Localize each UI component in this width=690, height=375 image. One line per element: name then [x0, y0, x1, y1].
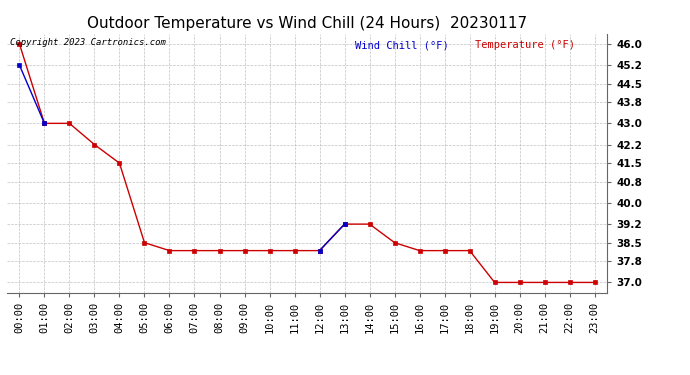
Text: Wind Chill (°F): Wind Chill (°F): [355, 40, 448, 50]
Text: Copyright 2023 Cartronics.com: Copyright 2023 Cartronics.com: [10, 38, 166, 46]
Text: Temperature (°F): Temperature (°F): [475, 40, 575, 50]
Title: Outdoor Temperature vs Wind Chill (24 Hours)  20230117: Outdoor Temperature vs Wind Chill (24 Ho…: [87, 16, 527, 31]
